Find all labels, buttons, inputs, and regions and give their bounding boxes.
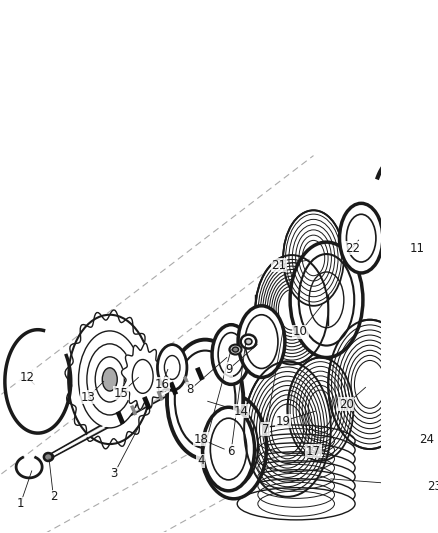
Ellipse shape (237, 425, 355, 457)
Ellipse shape (132, 360, 153, 393)
Ellipse shape (240, 335, 256, 349)
Text: 2: 2 (49, 490, 57, 503)
Text: 21: 21 (271, 259, 286, 271)
Text: 3: 3 (110, 467, 118, 480)
Text: 17: 17 (306, 445, 321, 457)
Ellipse shape (328, 320, 411, 449)
Ellipse shape (237, 443, 355, 475)
Ellipse shape (210, 418, 247, 480)
Ellipse shape (167, 340, 243, 459)
Ellipse shape (346, 214, 376, 262)
Ellipse shape (237, 434, 355, 466)
Text: 22: 22 (345, 241, 360, 255)
Text: 11: 11 (410, 241, 425, 255)
Ellipse shape (233, 347, 239, 352)
Ellipse shape (237, 461, 355, 493)
Text: 19: 19 (276, 415, 291, 427)
Ellipse shape (44, 453, 53, 461)
Ellipse shape (299, 254, 354, 345)
Text: 24: 24 (419, 433, 434, 446)
Text: 1: 1 (17, 497, 24, 510)
Text: 10: 10 (293, 325, 308, 338)
Text: 18: 18 (193, 433, 208, 446)
Ellipse shape (78, 331, 141, 428)
Ellipse shape (68, 315, 152, 444)
Text: 23: 23 (427, 480, 438, 494)
Ellipse shape (202, 407, 254, 491)
Ellipse shape (339, 203, 383, 273)
Polygon shape (48, 340, 254, 459)
Ellipse shape (95, 357, 124, 402)
Text: 7: 7 (262, 423, 269, 435)
Ellipse shape (175, 351, 236, 448)
Ellipse shape (45, 454, 53, 461)
Text: 15: 15 (113, 387, 128, 400)
Ellipse shape (87, 344, 133, 415)
Text: 8: 8 (187, 383, 194, 396)
Ellipse shape (287, 358, 353, 461)
Ellipse shape (218, 333, 244, 376)
Ellipse shape (201, 395, 267, 499)
Ellipse shape (164, 356, 180, 379)
Ellipse shape (244, 361, 331, 497)
Ellipse shape (237, 470, 355, 502)
Ellipse shape (237, 452, 355, 484)
Ellipse shape (245, 315, 278, 368)
Ellipse shape (237, 479, 355, 511)
Text: 20: 20 (339, 398, 354, 411)
Ellipse shape (102, 368, 117, 391)
Text: 6: 6 (227, 445, 235, 457)
Text: 4: 4 (197, 455, 205, 467)
Ellipse shape (245, 338, 252, 345)
Polygon shape (121, 343, 164, 409)
Ellipse shape (209, 407, 258, 487)
Text: 16: 16 (154, 378, 169, 391)
Ellipse shape (283, 211, 344, 306)
Text: 12: 12 (20, 371, 35, 384)
Ellipse shape (238, 306, 285, 377)
Text: 9: 9 (225, 363, 232, 376)
Ellipse shape (230, 345, 241, 354)
Ellipse shape (421, 185, 426, 191)
Text: 13: 13 (81, 391, 95, 404)
Ellipse shape (237, 488, 355, 520)
Ellipse shape (212, 325, 250, 384)
Ellipse shape (255, 255, 328, 365)
Ellipse shape (290, 242, 363, 358)
Text: 14: 14 (233, 405, 248, 418)
Ellipse shape (157, 345, 187, 390)
